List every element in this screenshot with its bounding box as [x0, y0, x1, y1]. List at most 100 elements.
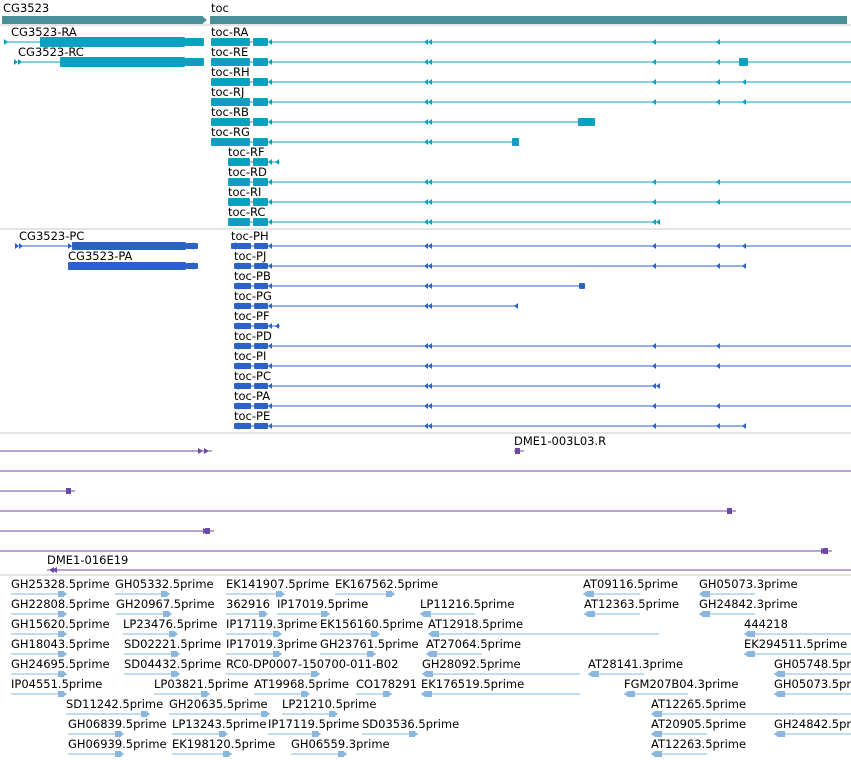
exon-block[interactable] [68, 262, 186, 270]
est-block[interactable] [703, 611, 710, 617]
est-block[interactable] [171, 651, 177, 657]
transcript-feature[interactable]: toc-RC [228, 205, 660, 226]
est-block[interactable] [58, 611, 64, 617]
transcript-feature[interactable]: toc-RB [211, 105, 595, 126]
protein-feature[interactable]: toc-PH [231, 229, 851, 250]
est-feature[interactable]: LP03821.5prime [154, 677, 248, 697]
est-feature[interactable]: GH20967.5prime [116, 597, 215, 617]
gene-bar[interactable] [210, 16, 847, 24]
exon-block[interactable] [72, 242, 186, 250]
est-block[interactable] [58, 651, 64, 657]
est-feature[interactable]: EK198120.5prime [172, 737, 275, 757]
est-block[interactable] [115, 751, 121, 757]
exon-block[interactable] [254, 323, 268, 329]
clone-feature[interactable]: DME1-016E19 [47, 553, 851, 573]
est-feature[interactable]: SD02221.5prime [124, 637, 221, 657]
est-block[interactable] [273, 651, 279, 657]
exon-block[interactable] [211, 38, 250, 46]
est-block[interactable] [655, 751, 662, 757]
exon-block[interactable] [253, 98, 268, 106]
est-block[interactable] [338, 751, 344, 757]
protein-feature[interactable]: toc-PF [234, 309, 280, 330]
est-feature[interactable]: GH06839.5prime [68, 717, 167, 737]
est-block[interactable] [432, 631, 439, 637]
exon-block[interactable] [578, 118, 595, 126]
est-feature[interactable]: AT27064.5prime [426, 637, 521, 657]
protein-feature[interactable]: CG3523-PC [15, 229, 198, 250]
est-feature[interactable]: GH22808.5prime [11, 597, 110, 617]
est-block[interactable] [703, 591, 710, 597]
exon-block[interactable] [228, 178, 250, 186]
exon-block[interactable] [254, 343, 268, 349]
est-feature[interactable]: AT28141.3prime [588, 657, 683, 677]
est-feature[interactable]: SD04432.5prime [124, 657, 221, 677]
est-feature[interactable]: EK294511.5prime [744, 637, 851, 657]
est-block[interactable] [273, 631, 279, 637]
est-block[interactable] [58, 691, 64, 697]
exon-block[interactable] [211, 58, 250, 66]
est-block[interactable] [426, 671, 433, 677]
est-block[interactable] [778, 671, 785, 677]
transcript-feature[interactable]: toc-RH [211, 65, 851, 86]
protein-feature[interactable]: toc-PI [234, 349, 851, 370]
exon-block[interactable] [253, 38, 268, 46]
est-block[interactable] [58, 631, 64, 637]
est-feature[interactable]: GH28092.5prime [422, 657, 580, 677]
protein-feature[interactable]: toc-PE [234, 409, 746, 430]
est-feature[interactable]: LP13243.5prime [172, 717, 266, 737]
gene-feature[interactable]: CG3523 [2, 1, 207, 24]
est-block[interactable] [655, 731, 662, 737]
exon-block[interactable] [253, 218, 268, 226]
est-block[interactable] [587, 591, 594, 597]
est-block[interactable] [588, 611, 595, 617]
exon-block[interactable] [253, 158, 268, 166]
exon-block[interactable] [254, 283, 268, 289]
est-block[interactable] [169, 631, 175, 637]
est-block[interactable] [329, 711, 335, 717]
est-block[interactable] [778, 731, 785, 737]
est-feature[interactable]: GH06939.5prime [68, 737, 167, 757]
est-feature[interactable]: FGM207B04.3prime [624, 677, 738, 697]
exon-block[interactable] [211, 118, 250, 126]
transcript-feature[interactable]: CG3523-RA [4, 25, 204, 47]
est-feature[interactable]: LP11216.5prime [420, 597, 514, 617]
exon-block[interactable] [254, 423, 268, 429]
est-feature[interactable]: GH05073.5prime [774, 677, 851, 697]
est-block[interactable] [655, 711, 662, 717]
est-block[interactable] [383, 691, 389, 697]
est-feature[interactable]: GH25328.5prime [11, 577, 110, 597]
est-feature[interactable]: GH24695.5prime [11, 657, 110, 677]
est-block[interactable] [312, 731, 318, 737]
est-feature[interactable]: GH24842.3prime [699, 597, 798, 617]
exon-block[interactable] [253, 118, 268, 126]
exon-block[interactable] [60, 57, 185, 67]
exon-block[interactable] [211, 138, 250, 146]
est-block[interactable] [386, 591, 392, 597]
transcript-feature[interactable]: toc-RJ [211, 85, 851, 106]
gene-feature[interactable]: toc [210, 1, 847, 24]
est-feature[interactable]: GH18043.5prime [11, 637, 110, 657]
exon-block[interactable] [579, 283, 585, 289]
exon-block[interactable] [228, 218, 250, 226]
clone-feature[interactable] [0, 508, 736, 514]
est-feature[interactable]: GH05332.5prime [115, 577, 214, 597]
est-feature[interactable]: AT20905.5prime [651, 717, 746, 737]
est-block[interactable] [171, 671, 177, 677]
est-block[interactable] [58, 671, 64, 677]
est-feature[interactable]: EK156160.5prime [320, 617, 423, 637]
exon-block[interactable] [253, 138, 268, 146]
exon-block[interactable] [211, 78, 250, 86]
est-block[interactable] [223, 751, 229, 757]
est-feature[interactable]: GH24842.5prime [774, 717, 851, 737]
transcript-feature[interactable]: toc-RI [228, 185, 851, 206]
transcript-feature[interactable]: toc-RF [228, 145, 280, 166]
est-feature[interactable]: GH05073.3prime [699, 577, 798, 597]
est-block[interactable] [58, 591, 64, 597]
gene-bar[interactable] [2, 16, 203, 24]
exon-block[interactable] [254, 363, 268, 369]
est-block[interactable] [163, 611, 169, 617]
clone-feature[interactable] [0, 448, 212, 454]
protein-feature[interactable]: CG3523-PA [68, 249, 198, 270]
exon-block[interactable] [739, 58, 748, 66]
est-feature[interactable]: GH23761.5prime [320, 637, 419, 657]
